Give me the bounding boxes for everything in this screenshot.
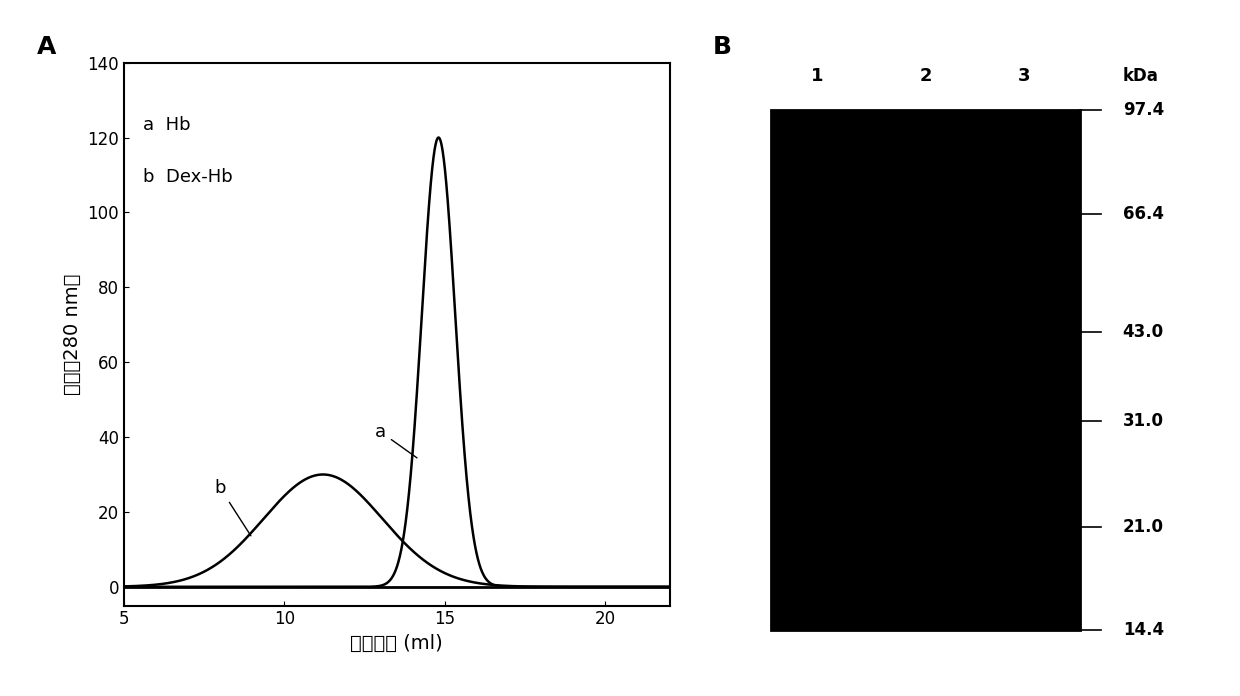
Text: 2: 2 <box>919 67 931 85</box>
Text: 31.0: 31.0 <box>1122 412 1163 430</box>
X-axis label: 洗脱体积 (ml): 洗脱体积 (ml) <box>351 634 443 653</box>
Text: b: b <box>215 480 250 536</box>
Text: 43.0: 43.0 <box>1122 324 1164 341</box>
Text: kDa: kDa <box>1122 67 1158 85</box>
Text: 14.4: 14.4 <box>1122 621 1164 639</box>
Text: 21.0: 21.0 <box>1122 519 1163 536</box>
Text: a: a <box>376 423 417 458</box>
Text: b  Dex-Hb: b Dex-Hb <box>144 168 233 187</box>
FancyBboxPatch shape <box>771 110 1080 630</box>
Text: a  Hb: a Hb <box>144 116 191 134</box>
Text: 3: 3 <box>1018 67 1030 85</box>
Text: A: A <box>37 35 57 58</box>
Text: B: B <box>713 35 732 58</box>
Y-axis label: 波长（280 nm）: 波长（280 nm） <box>63 274 82 395</box>
Text: 1: 1 <box>811 67 823 85</box>
Text: 97.4: 97.4 <box>1122 101 1164 119</box>
Text: 66.4: 66.4 <box>1122 205 1163 223</box>
